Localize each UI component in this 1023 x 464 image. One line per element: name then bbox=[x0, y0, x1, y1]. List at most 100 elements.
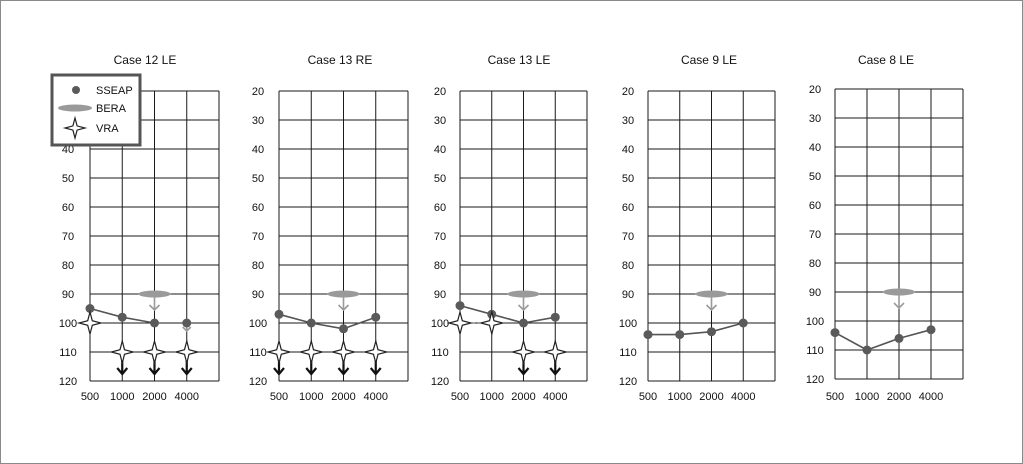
y-tick-label: 20 bbox=[809, 84, 821, 96]
sseap-line-segment bbox=[866, 337, 900, 351]
y-tick-label: 40 bbox=[622, 144, 634, 156]
y-tick-label: 90 bbox=[809, 287, 821, 299]
y-tick-label: 40 bbox=[252, 144, 264, 156]
sseap-point bbox=[306, 318, 316, 328]
y-tick-label: 50 bbox=[809, 171, 821, 183]
y-tick-label: 60 bbox=[434, 202, 446, 214]
x-tick-label: 4000 bbox=[731, 391, 755, 403]
y-tick-label: 20 bbox=[434, 86, 446, 98]
x-tick-label: 2000 bbox=[699, 391, 723, 403]
vra-point bbox=[510, 338, 537, 366]
y-tick-label: 100 bbox=[59, 318, 77, 330]
legend-label: SSEAP bbox=[96, 85, 133, 97]
sseap-point bbox=[85, 304, 95, 313]
panel-title: Case 13 RE bbox=[308, 53, 373, 67]
sseap-point bbox=[519, 318, 528, 328]
sseap-line-segment bbox=[311, 322, 344, 330]
x-tick-label: 2000 bbox=[331, 391, 355, 403]
y-tick-label: 70 bbox=[434, 231, 446, 243]
vra-point bbox=[76, 309, 104, 337]
sseap-point bbox=[738, 318, 748, 328]
panel-title: Case 13 LE bbox=[488, 53, 551, 67]
y-tick-label: 100 bbox=[431, 318, 449, 330]
y-tick-label: 60 bbox=[622, 202, 634, 214]
y-tick-label: 20 bbox=[622, 86, 634, 98]
x-tick-label: 1000 bbox=[299, 391, 323, 403]
y-tick-label: 50 bbox=[622, 173, 634, 185]
y-tick-label: 70 bbox=[809, 229, 821, 241]
y-tick-label: 70 bbox=[62, 231, 74, 243]
x-tick-label: 1000 bbox=[480, 391, 504, 403]
sseap-line-segment bbox=[278, 313, 312, 324]
y-tick-label: 120 bbox=[619, 376, 637, 388]
sseap-line-segment bbox=[711, 322, 744, 333]
x-tick-label: 2000 bbox=[511, 391, 535, 403]
sseap-point bbox=[862, 345, 872, 355]
y-tick-label: 120 bbox=[806, 374, 824, 386]
vra-point bbox=[541, 338, 569, 366]
x-tick-label: 4000 bbox=[364, 391, 388, 403]
bera-marker bbox=[695, 290, 728, 298]
y-tick-label: 30 bbox=[809, 113, 821, 125]
y-tick-label: 90 bbox=[252, 289, 264, 301]
y-tick-label: 110 bbox=[59, 347, 77, 359]
ellipse-marker-icon bbox=[58, 104, 92, 112]
sseap-line-segment bbox=[122, 316, 155, 324]
y-tick-label: 40 bbox=[62, 144, 74, 156]
bera-arrow bbox=[705, 296, 718, 312]
sseap-point bbox=[117, 312, 127, 322]
sseap-point bbox=[274, 309, 284, 319]
x-tick-label: 4000 bbox=[919, 391, 943, 403]
x-tick-label: 4000 bbox=[543, 391, 567, 403]
y-tick-label: 60 bbox=[62, 202, 74, 214]
vra-point bbox=[362, 338, 390, 366]
x-tick-label: 1000 bbox=[668, 391, 692, 403]
y-tick-label: 120 bbox=[431, 376, 449, 388]
vra-point bbox=[108, 338, 136, 366]
bera-arrow bbox=[337, 296, 350, 312]
x-tick-label: 1000 bbox=[855, 391, 879, 403]
x-tick-label: 4000 bbox=[175, 391, 199, 403]
sseap-line-segment bbox=[89, 307, 123, 318]
y-tick-label: 60 bbox=[252, 202, 264, 214]
vra-point bbox=[265, 338, 293, 366]
sseap-point bbox=[926, 325, 936, 335]
sseap-point bbox=[371, 312, 381, 322]
y-tick-label: 110 bbox=[431, 347, 449, 359]
x-tick-label: 500 bbox=[826, 391, 844, 403]
y-tick-label: 70 bbox=[622, 231, 634, 243]
panel-title: Case 8 LE bbox=[858, 53, 914, 67]
sseap-point bbox=[339, 324, 348, 334]
x-tick-label: 500 bbox=[81, 391, 99, 403]
y-tick-label: 80 bbox=[62, 260, 74, 272]
y-tick-label: 80 bbox=[622, 260, 634, 272]
x-tick-label: 1000 bbox=[110, 391, 134, 403]
sseap-line-segment bbox=[834, 331, 868, 351]
sseap-line-segment bbox=[491, 313, 524, 324]
sseap-line-segment bbox=[459, 304, 492, 316]
legend-label: BERA bbox=[96, 103, 127, 115]
sseap-line-segment bbox=[523, 316, 556, 324]
sseap-line-segment bbox=[898, 328, 932, 340]
y-tick-label: 30 bbox=[434, 115, 446, 127]
y-tick-label: 120 bbox=[249, 376, 267, 388]
y-tick-label: 90 bbox=[62, 289, 74, 301]
y-tick-label: 100 bbox=[249, 318, 267, 330]
y-tick-label: 80 bbox=[434, 260, 446, 272]
y-tick-label: 30 bbox=[622, 115, 634, 127]
y-tick-label: 20 bbox=[252, 86, 264, 98]
bera-arrow bbox=[148, 296, 161, 312]
dot-marker-icon bbox=[72, 86, 80, 94]
sseap-line-segment bbox=[679, 330, 712, 336]
y-tick-label: 40 bbox=[809, 142, 821, 154]
vra-point bbox=[330, 338, 357, 366]
x-tick-label: 500 bbox=[451, 391, 469, 403]
y-tick-label: 100 bbox=[619, 318, 637, 330]
vra-point bbox=[141, 338, 168, 366]
legend-label: VRA bbox=[96, 123, 119, 135]
y-tick-label: 40 bbox=[434, 144, 446, 156]
x-tick-label: 500 bbox=[639, 391, 657, 403]
